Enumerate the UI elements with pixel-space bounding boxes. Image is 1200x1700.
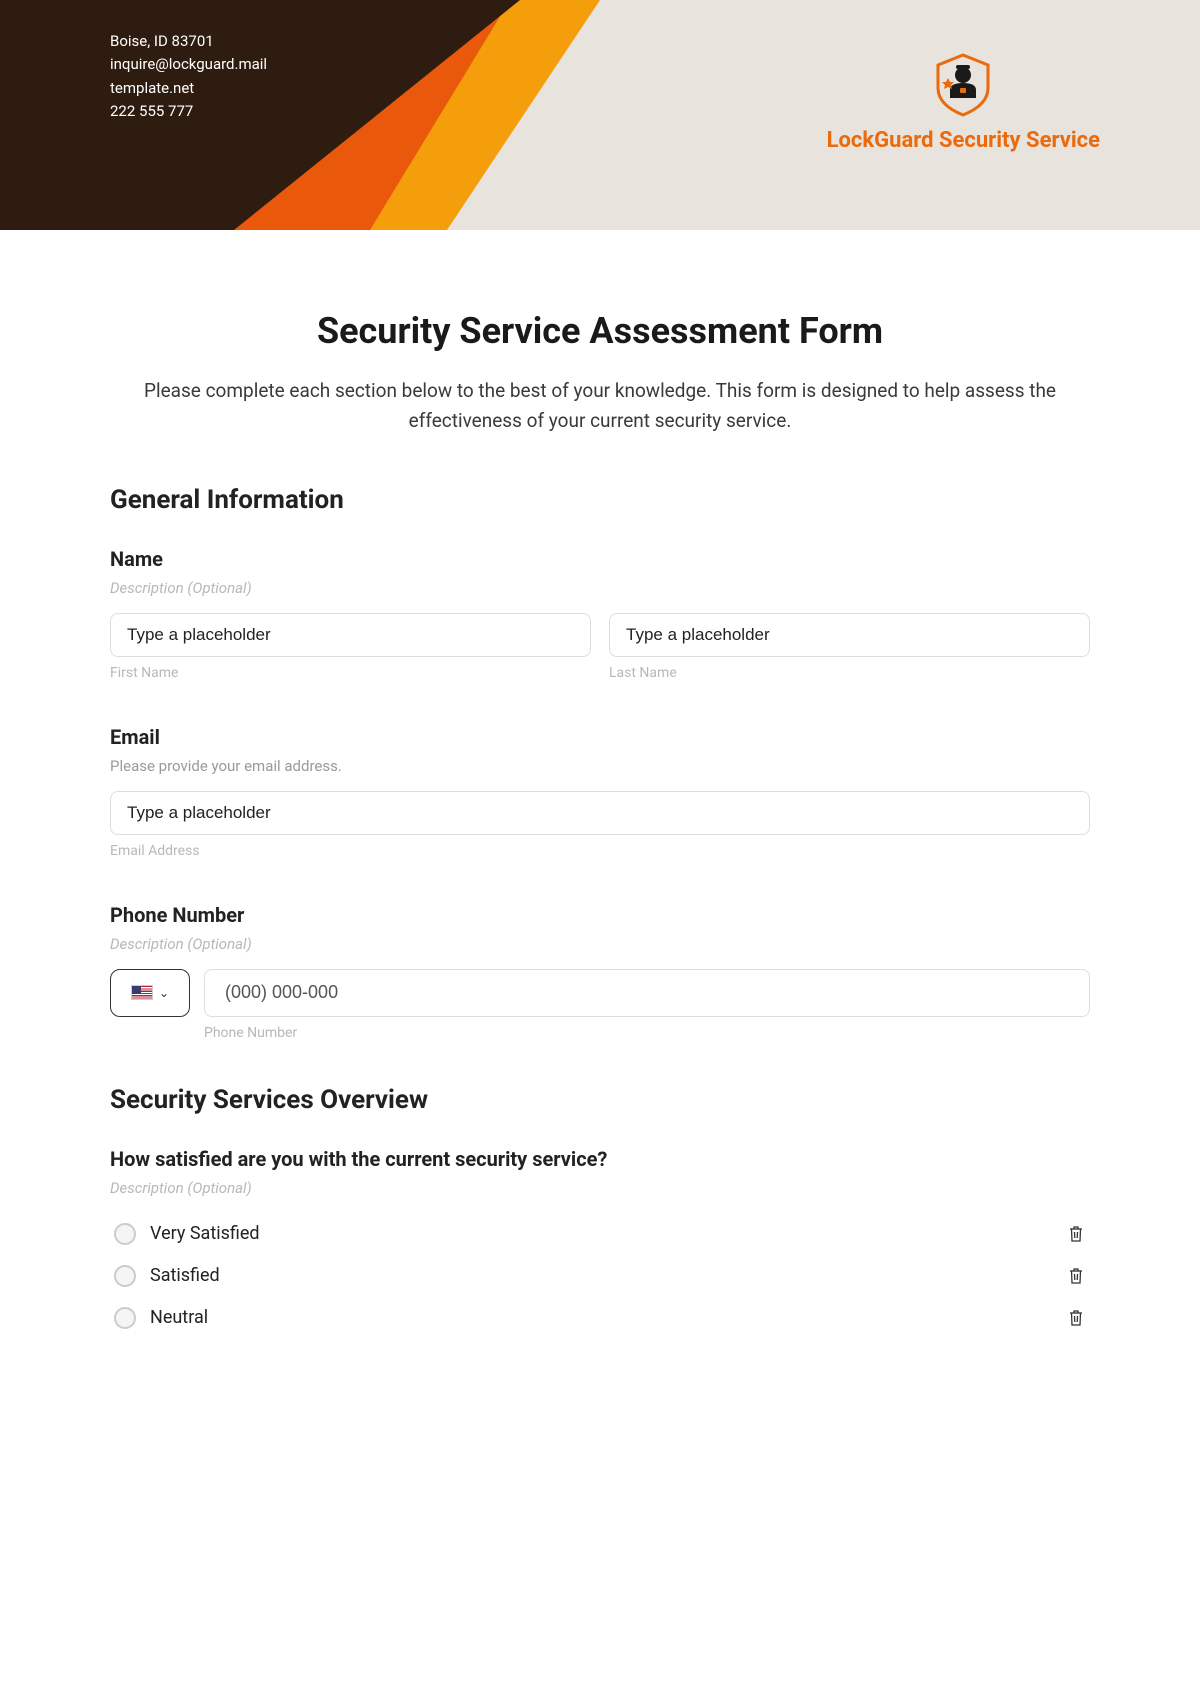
phone-number-input[interactable] xyxy=(204,969,1090,1017)
option-label: Very Satisfied xyxy=(150,1223,260,1244)
first-name-sublabel: First Name xyxy=(110,665,591,681)
option-row: Satisfied xyxy=(110,1255,1090,1297)
name-description: Description (Optional) xyxy=(110,579,1090,597)
radio-neutral[interactable] xyxy=(114,1307,136,1329)
form-intro: Please complete each section below to th… xyxy=(110,376,1090,437)
contact-info: Boise, ID 83701 inquire@lockguard.mail t… xyxy=(110,30,267,123)
field-phone: Phone Number Description (Optional) ⌄ Ph… xyxy=(110,903,1090,1041)
contact-address: Boise, ID 83701 xyxy=(110,30,267,53)
brand-name: LockGuard Security Service xyxy=(827,128,1100,153)
field-name: Name Description (Optional) First Name L… xyxy=(110,547,1090,681)
trash-icon[interactable] xyxy=(1066,1266,1086,1286)
email-label: Email xyxy=(110,725,1090,749)
page-header: Boise, ID 83701 inquire@lockguard.mail t… xyxy=(0,0,1200,230)
option-row: Very Satisfied xyxy=(110,1213,1090,1255)
shield-guard-icon xyxy=(928,50,998,120)
option-label: Satisfied xyxy=(150,1265,220,1286)
satisfaction-question: How satisfied are you with the current s… xyxy=(110,1147,1090,1171)
radio-very-satisfied[interactable] xyxy=(114,1223,136,1245)
form-title: Security Service Assessment Form xyxy=(110,310,1090,352)
satisfaction-description: Description (Optional) xyxy=(110,1179,1090,1197)
first-name-input[interactable] xyxy=(110,613,591,657)
phone-label: Phone Number xyxy=(110,903,1090,927)
chevron-down-icon: ⌄ xyxy=(159,986,169,1000)
section-overview-heading: Security Services Overview xyxy=(110,1085,1090,1115)
trash-icon[interactable] xyxy=(1066,1224,1086,1244)
name-label: Name xyxy=(110,547,1090,571)
email-input[interactable] xyxy=(110,791,1090,835)
last-name-input[interactable] xyxy=(609,613,1090,657)
field-email: Email Please provide your email address.… xyxy=(110,725,1090,859)
email-sublabel: Email Address xyxy=(110,843,1090,859)
email-description: Please provide your email address. xyxy=(110,757,1090,775)
contact-website: template.net xyxy=(110,77,267,100)
trash-icon[interactable] xyxy=(1066,1308,1086,1328)
field-satisfaction: How satisfied are you with the current s… xyxy=(110,1147,1090,1339)
last-name-sublabel: Last Name xyxy=(609,665,1090,681)
phone-sublabel: Phone Number xyxy=(204,1025,1090,1041)
contact-email: inquire@lockguard.mail xyxy=(110,53,267,76)
phone-description: Description (Optional) xyxy=(110,935,1090,953)
option-row: Neutral xyxy=(110,1297,1090,1339)
option-label: Neutral xyxy=(150,1307,208,1328)
country-code-select[interactable]: ⌄ xyxy=(110,969,190,1017)
contact-phone: 222 555 777 xyxy=(110,100,267,123)
section-general-heading: General Information xyxy=(110,485,1090,515)
us-flag-icon xyxy=(131,985,153,1000)
brand-block: LockGuard Security Service xyxy=(827,50,1100,153)
form-content: Security Service Assessment Form Please … xyxy=(0,230,1200,1423)
radio-satisfied[interactable] xyxy=(114,1265,136,1287)
